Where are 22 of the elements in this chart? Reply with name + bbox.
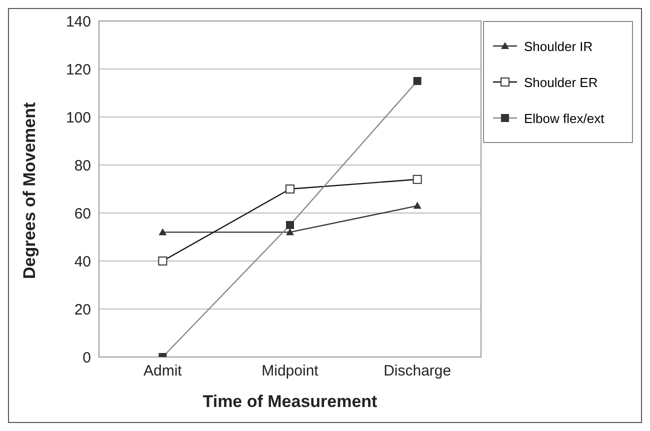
y-tick-label: 80 bbox=[74, 157, 91, 174]
y-tick-label: 120 bbox=[66, 61, 91, 78]
legend-label: Elbow flex/ext bbox=[524, 110, 604, 126]
x-tick-label: Discharge bbox=[384, 362, 452, 380]
legend-label: Shoulder IR bbox=[524, 38, 593, 54]
point bbox=[158, 256, 168, 266]
legend-label: Shoulder ER bbox=[524, 74, 598, 90]
y-axis-title: Degrees of Movement bbox=[20, 102, 40, 279]
y-tick-label: 0 bbox=[82, 349, 91, 366]
point bbox=[413, 202, 422, 209]
x-tick-label: Midpoint bbox=[262, 362, 320, 380]
y-tick-label: 60 bbox=[74, 205, 91, 222]
point bbox=[158, 228, 167, 236]
y-tick-label: 20 bbox=[74, 301, 91, 318]
y-tick-label: 40 bbox=[74, 253, 91, 270]
y-tick-label: 140 bbox=[66, 13, 91, 30]
x-axis-title: Time of Measurement bbox=[202, 392, 378, 411]
x-tick-label: Admit bbox=[143, 362, 183, 380]
point bbox=[412, 174, 422, 184]
point bbox=[286, 228, 294, 236]
y-tick-label: 100 bbox=[66, 109, 91, 126]
point bbox=[286, 184, 294, 194]
